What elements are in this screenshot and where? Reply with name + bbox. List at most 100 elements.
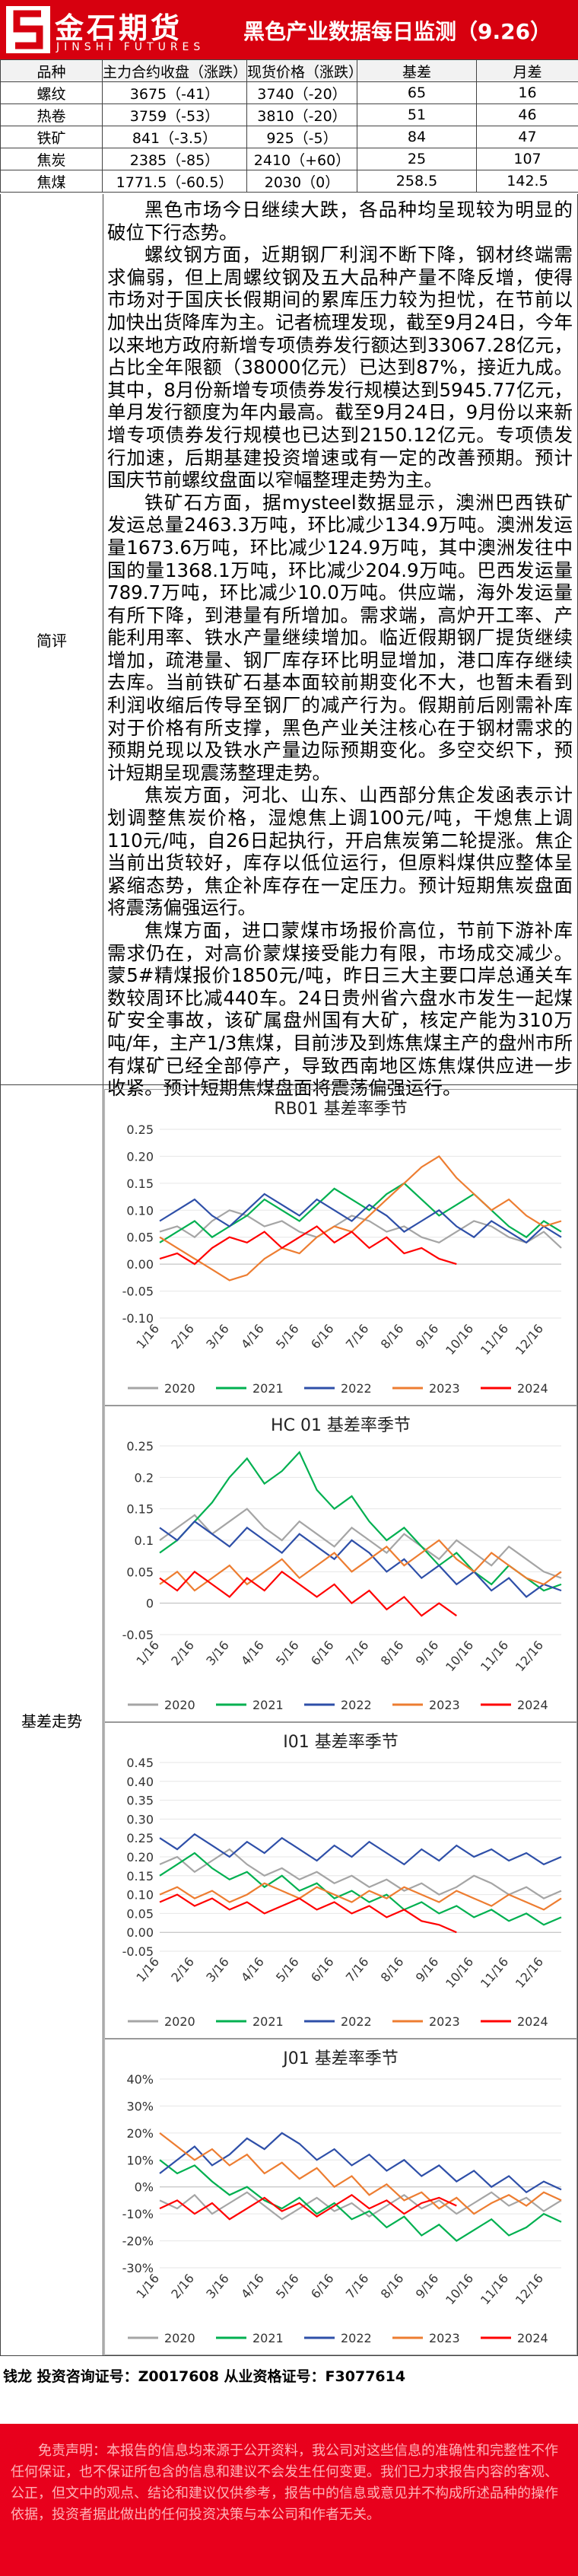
series-line xyxy=(159,2193,457,2221)
y-tick-label: 0.20 xyxy=(126,1149,154,1164)
table-cell: 16 xyxy=(476,81,578,104)
x-tick-label: 9/16 xyxy=(413,1638,442,1668)
x-tick-label: 7/16 xyxy=(343,1954,372,1985)
table-cell: 焦炭 xyxy=(0,148,103,170)
legend-label: 2021 xyxy=(252,1381,284,1396)
x-tick-label: 11/16 xyxy=(478,2271,511,2307)
y-tick-label: 0.15 xyxy=(126,1502,154,1517)
y-tick-label: -10% xyxy=(122,2207,154,2221)
y-tick-label: 0.45 xyxy=(126,1756,154,1770)
table-cell: 3740（-20） xyxy=(246,81,357,104)
y-tick-label: 0.25 xyxy=(126,1831,154,1845)
series-line xyxy=(159,1848,562,1899)
series-line xyxy=(159,1182,562,1243)
x-tick-label: 11/16 xyxy=(478,1638,511,1674)
table-cell: 3675（-41） xyxy=(102,81,247,104)
x-tick-label: 2/16 xyxy=(168,1321,197,1352)
series-line xyxy=(159,1570,457,1617)
x-tick-label: 2/16 xyxy=(168,2271,197,2301)
y-tick-label: 0.05 xyxy=(126,1565,154,1579)
x-tick-label: 2/16 xyxy=(168,1638,197,1668)
table-header: 品种 主力合约收盘（涨跌） 现货价格（涨跌） 基差 月差 xyxy=(0,59,578,82)
paragraph: 铁矿石方面，据mysteel数据显示，澳洲巴西铁矿发运总量2463.3万吨，环比… xyxy=(107,491,573,784)
table-row: 焦炭 2385（-85） 2410（+60） 25 107 xyxy=(0,148,578,170)
y-tick-label: 20% xyxy=(126,2126,154,2141)
y-tick-label: 0.05 xyxy=(126,1906,154,1921)
legend-label: 2023 xyxy=(429,1698,460,1712)
paragraph: 焦煤方面，进口蒙煤市场报价高位，节前下游补库需求仍在，对高价蒙煤接受能力有限，市… xyxy=(107,919,573,1100)
x-tick-label: 7/16 xyxy=(343,1638,372,1668)
series-line xyxy=(159,2132,562,2194)
x-tick-label: 3/16 xyxy=(203,1321,232,1352)
y-tick-label: 0.15 xyxy=(126,1869,154,1883)
legend-label: 2020 xyxy=(164,1698,195,1712)
x-tick-label: 10/16 xyxy=(443,1638,476,1674)
y-tick-label: 0% xyxy=(135,2180,154,2195)
x-tick-label: 1/16 xyxy=(133,1638,162,1668)
x-tick-label: 8/16 xyxy=(378,1321,407,1352)
x-tick-label: 5/16 xyxy=(273,1954,302,1985)
x-tick-label: 8/16 xyxy=(378,1954,407,1985)
x-tick-label: 12/16 xyxy=(513,1638,546,1674)
table-cell: 84 xyxy=(357,126,477,148)
legend-label: 2023 xyxy=(429,2331,460,2345)
legend-label: 2020 xyxy=(164,2014,195,2029)
series-line xyxy=(159,1209,562,1249)
series-line xyxy=(159,1508,562,1579)
table-cell: 46 xyxy=(476,103,578,126)
x-tick-label: 8/16 xyxy=(378,2271,407,2301)
x-tick-label: 5/16 xyxy=(273,1638,302,1668)
legend-label: 2020 xyxy=(164,2331,195,2345)
y-tick-label: 0.15 xyxy=(126,1177,154,1191)
paragraph: 螺纹钢方面，近期钢厂利润不断下降，钢材终端需求偏弱，但上周螺纹钢及五大品种产量不… xyxy=(107,244,573,492)
basis-section: 基差走势 RB01 基差率季节 -0.10 -0.05 0.00 0.05 0.10 0.1… xyxy=(0,1084,578,2356)
y-tick-label: 0.10 xyxy=(126,1888,154,1903)
y-tick-label: -0.05 xyxy=(122,1285,154,1299)
series-line xyxy=(159,1882,562,1911)
table-cell: 65 xyxy=(357,81,477,104)
y-tick-label: 0.20 xyxy=(126,1850,154,1864)
header-cell: 月差 xyxy=(476,59,578,82)
y-tick-label: 0.1 xyxy=(135,1533,154,1548)
x-tick-label: 5/16 xyxy=(273,2271,302,2301)
x-tick-label: 4/16 xyxy=(238,2271,267,2301)
table-cell: 925（-5） xyxy=(246,126,357,148)
legend-label: 2020 xyxy=(164,1381,195,1396)
chart-title: I01 基差率季节 xyxy=(283,1733,398,1752)
y-tick-label: 30% xyxy=(126,2099,154,2113)
series-line xyxy=(159,1832,562,1866)
header-cell: 现货价格（涨跌） xyxy=(246,59,363,82)
x-tick-label: 7/16 xyxy=(343,1321,372,1352)
y-tick-label: 0.30 xyxy=(126,1812,154,1826)
x-tick-label: 1/16 xyxy=(133,1954,162,1985)
logo-icon xyxy=(6,6,50,53)
table-cell: 2385（-85） xyxy=(102,148,247,170)
table-cell: 螺纹 xyxy=(0,81,103,104)
table-cell: 142.5 xyxy=(476,170,578,193)
series-line xyxy=(159,1450,562,1592)
logo-text: 金石期货 xyxy=(55,11,183,45)
x-tick-label: 9/16 xyxy=(413,2271,442,2301)
chart-title: RB01 基差率季节 xyxy=(274,1100,407,1119)
logo-subtext: JINSHI FUTURES xyxy=(56,41,205,53)
series-line xyxy=(159,1192,562,1244)
series-line xyxy=(159,2132,562,2215)
legend-label: 2024 xyxy=(517,2331,548,2345)
x-tick-label: 10/16 xyxy=(443,1321,476,1358)
legend-label: 2024 xyxy=(517,1381,548,1396)
legend-label: 2024 xyxy=(517,2014,548,2029)
y-tick-label: -30% xyxy=(122,2261,154,2275)
series-line xyxy=(159,1154,562,1282)
table-cell: 107 xyxy=(476,148,578,170)
table-cell: 热卷 xyxy=(0,103,103,126)
x-tick-label: 6/16 xyxy=(308,1638,337,1668)
x-tick-label: 12/16 xyxy=(513,2271,546,2307)
x-tick-label: 9/16 xyxy=(413,1954,442,1985)
disclaimer-box: 免责声明：本报告的信息均来源于公开资料，我公司对这些信息的准确性和完整性不作任何… xyxy=(0,2424,578,2576)
x-tick-label: 12/16 xyxy=(513,1321,546,1358)
commentary-text: 黑色市场今日继续大跌，各品种均呈现较为明显的破位下行态势。 螺纹钢方面，近期钢厂利… xyxy=(107,199,573,1100)
x-tick-label: 1/16 xyxy=(133,1321,162,1352)
series-line xyxy=(159,2159,562,2242)
x-tick-label: 10/16 xyxy=(443,1954,476,1991)
legend-label: 2023 xyxy=(429,1381,460,1396)
